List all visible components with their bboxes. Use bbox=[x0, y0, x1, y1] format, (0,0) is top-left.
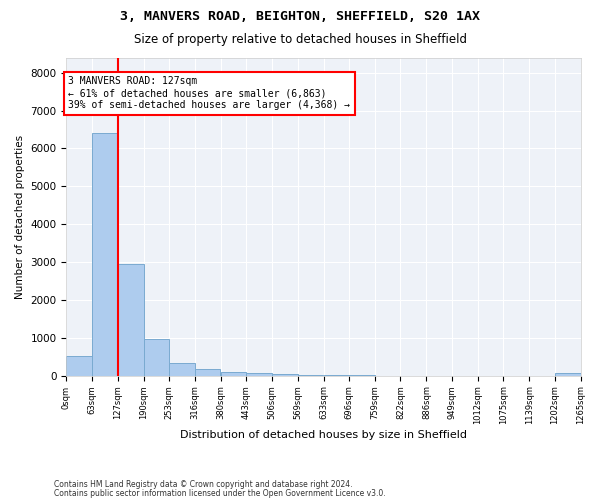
Bar bbox=[143, 339, 169, 376]
Bar bbox=[555, 372, 581, 376]
Bar bbox=[298, 375, 323, 376]
Bar bbox=[67, 356, 92, 376]
Text: Size of property relative to detached houses in Sheffield: Size of property relative to detached ho… bbox=[133, 32, 467, 46]
Text: Contains public sector information licensed under the Open Government Licence v3: Contains public sector information licen… bbox=[54, 488, 386, 498]
Text: 3, MANVERS ROAD, BEIGHTON, SHEFFIELD, S20 1AX: 3, MANVERS ROAD, BEIGHTON, SHEFFIELD, S2… bbox=[120, 10, 480, 23]
X-axis label: Distribution of detached houses by size in Sheffield: Distribution of detached houses by size … bbox=[180, 430, 467, 440]
Bar bbox=[221, 372, 247, 376]
Bar bbox=[169, 363, 195, 376]
Bar bbox=[118, 264, 143, 376]
Bar bbox=[92, 134, 118, 376]
Text: 3 MANVERS ROAD: 127sqm
← 61% of detached houses are smaller (6,863)
39% of semi-: 3 MANVERS ROAD: 127sqm ← 61% of detached… bbox=[68, 76, 350, 110]
Text: Contains HM Land Registry data © Crown copyright and database right 2024.: Contains HM Land Registry data © Crown c… bbox=[54, 480, 353, 489]
Y-axis label: Number of detached properties: Number of detached properties bbox=[15, 134, 25, 298]
Bar bbox=[272, 374, 298, 376]
Bar bbox=[195, 369, 220, 376]
Bar bbox=[323, 375, 349, 376]
Bar bbox=[247, 374, 272, 376]
